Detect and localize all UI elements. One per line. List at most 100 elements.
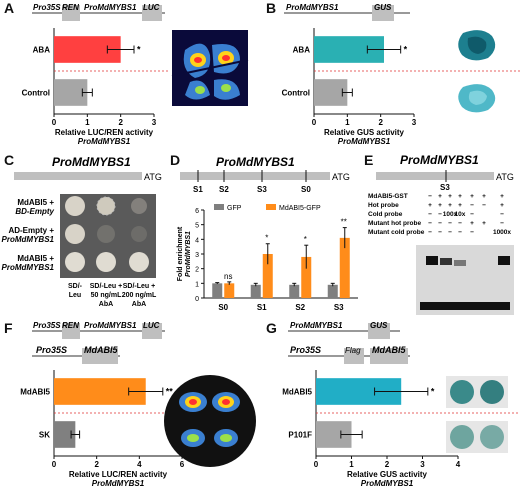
- x-tick-label: S2: [295, 303, 305, 312]
- atg-label: ATG: [332, 172, 350, 182]
- x-axis-label: Relative LUC/REN activity: [69, 470, 168, 479]
- x-tick-label: 1: [345, 118, 350, 127]
- category-label: MdABI5: [20, 388, 50, 397]
- row-label: Mutant hot probe: [368, 220, 421, 227]
- s3-label: S3: [440, 183, 450, 192]
- row-label: MdABI5-GST: [368, 193, 408, 200]
- bar: [301, 256, 312, 298]
- y-tick-label: 6: [195, 208, 199, 215]
- significance-label: *: [431, 387, 435, 397]
- category-label: MdABI5: [282, 388, 312, 397]
- x-axis-label: Relative GUS activity: [324, 128, 405, 137]
- row-label: MdABI5 +: [17, 198, 54, 207]
- table-mark: +: [428, 202, 432, 209]
- table-mark: +: [470, 220, 474, 227]
- table-mark: −: [438, 211, 442, 218]
- table-mark: +: [448, 193, 452, 200]
- table-mark: −: [458, 220, 462, 227]
- legend-label: MdABI5-GFP: [279, 205, 321, 212]
- table-mark: 1000x: [493, 229, 511, 236]
- gus-stained-leaf-control: [458, 84, 496, 113]
- bar: [327, 284, 338, 298]
- x-tick-label: 0: [52, 460, 57, 469]
- category-label: Control: [282, 89, 310, 98]
- column-label: Leu: [69, 292, 81, 299]
- panel-c-figure: ProMdMYBS1 ATG MdABI5 +BD-EmptyAD-Empty …: [2, 155, 162, 308]
- gus-stained-leaf-aba: [458, 30, 496, 61]
- table-mark: −: [438, 229, 442, 236]
- x-tick-label: 1: [85, 118, 90, 127]
- x-tick-label: 2: [378, 118, 383, 127]
- panel-letter-a: A: [4, 0, 15, 16]
- bar: [289, 284, 300, 298]
- x-tick-label: 3: [152, 118, 157, 127]
- table-mark: −: [470, 202, 474, 209]
- pro35s-label: Pro35S: [290, 345, 321, 355]
- significance-label: *: [137, 45, 141, 55]
- panel-letter-f: F: [4, 320, 13, 336]
- panel-letter-d: D: [170, 152, 181, 168]
- row-label: Cold probe: [368, 211, 403, 218]
- y-tick-label: 0: [195, 296, 199, 303]
- table-mark: −: [448, 229, 452, 236]
- pro35s-label: Pro35S: [36, 345, 67, 355]
- luc-imaging-photo: [171, 30, 249, 106]
- table-mark: +: [448, 202, 452, 209]
- bar: [314, 79, 348, 106]
- site-label: S3: [257, 185, 267, 194]
- y1h-dishes: [60, 194, 156, 278]
- emsa-table: MdABI5-GST − + + + + + +Hot probe + + + + − − +Cold pr…: [368, 193, 511, 236]
- bar: [262, 254, 273, 298]
- atg-label: ATG: [144, 172, 162, 182]
- table-mark: +: [482, 193, 486, 200]
- legend-swatch: [214, 204, 224, 210]
- x-tick-label: 3: [420, 460, 425, 469]
- promoter-bar: [180, 172, 330, 180]
- promoter-title: ProMdMYBS1: [216, 155, 295, 169]
- table-mark: −: [438, 220, 442, 227]
- category-label: ABA: [293, 46, 311, 55]
- panel-letter-g: G: [266, 320, 277, 336]
- gus-box: [372, 5, 394, 21]
- flag-box: [344, 348, 364, 364]
- row-label: MdABI5 +: [17, 254, 54, 263]
- column-label: AbA: [99, 301, 113, 308]
- row-label: ProMdMYBS1: [2, 235, 55, 244]
- promoter-label: ProMdMYBS1: [286, 3, 339, 12]
- table-mark: −: [428, 211, 432, 218]
- mdabi5-box: [82, 348, 118, 364]
- atg-label: ATG: [496, 172, 514, 182]
- column-label: AbA: [132, 301, 146, 308]
- column-label: 200 ng/mL: [122, 292, 157, 299]
- panel-d-figure: ProMdMYBS1 ATG S1 S2 S3 S0 0 1 2 3 4 5 6 Fold enri…: [177, 155, 358, 312]
- table-mark: −: [428, 229, 432, 236]
- table-mark: +: [458, 193, 462, 200]
- row-label: Mutant cold probe: [368, 229, 425, 236]
- x-tick-label: 4: [456, 460, 461, 469]
- luc-box: [142, 323, 162, 339]
- table-mark: −: [470, 211, 474, 218]
- promoter-label: ProMdMYBS1: [84, 3, 137, 12]
- y-tick-label: 3: [195, 252, 199, 259]
- panel-e-figure: ProMdMYBS1 ATG S3 MdABI5-GST − + + + + + +Hot p…: [368, 153, 514, 315]
- chart-d: 0 1 2 3 4 5 6 Fold enrichment ProMdMYBS1 GFP MdABI…: [177, 204, 358, 312]
- x-tick-label: 2: [385, 460, 390, 469]
- mdabi5-label: MdABI5: [372, 345, 406, 355]
- x-tick-label: 1: [349, 460, 354, 469]
- y-tick-label: 5: [195, 223, 199, 230]
- ren-label: REN: [62, 321, 79, 330]
- category-label: ABA: [33, 46, 51, 55]
- significance-label: ns: [224, 272, 232, 281]
- x-tick-label: S1: [257, 303, 267, 312]
- emsa-gel: [416, 245, 514, 315]
- gus-stained-discs-p101f: [446, 421, 508, 453]
- table-mark: 10x: [455, 211, 466, 218]
- category-label: SK: [39, 431, 50, 440]
- row-label: AD-Empty +: [8, 226, 54, 235]
- gus-label: GUS: [370, 321, 388, 330]
- promoter-bar: [376, 172, 494, 180]
- x-axis-label-gene: ProMdMYBS1: [361, 479, 414, 486]
- x-tick-label: 0: [312, 118, 317, 127]
